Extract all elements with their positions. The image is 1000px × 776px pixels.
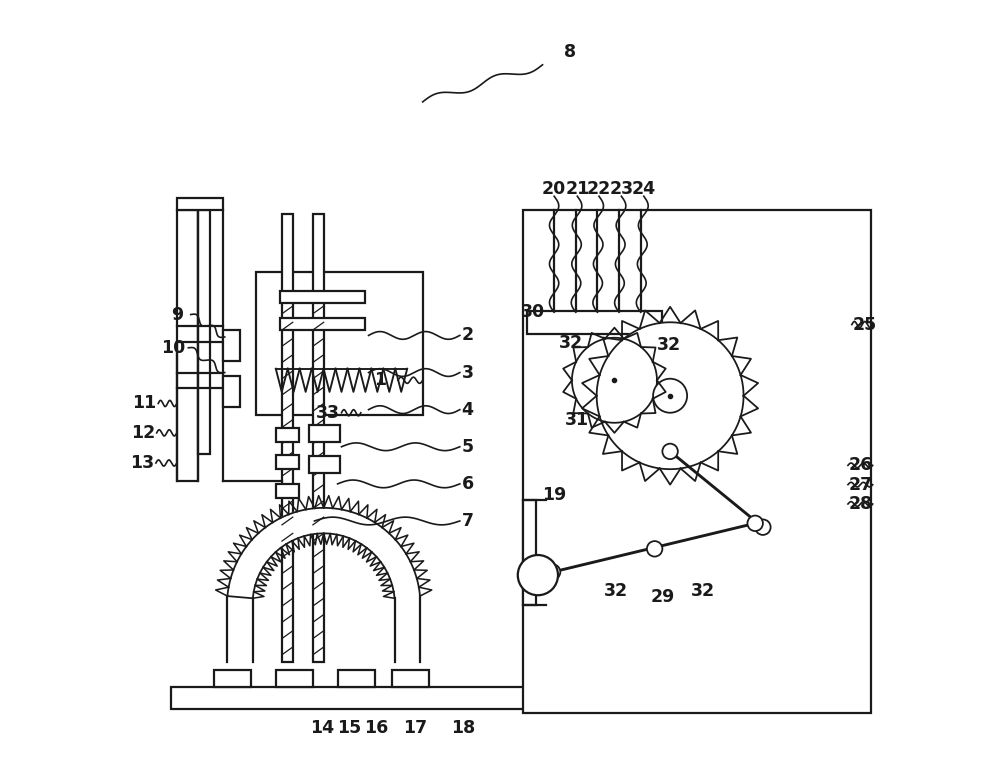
Text: 27: 27 [848,476,872,494]
Circle shape [653,379,687,413]
Text: 14: 14 [310,719,334,737]
Bar [309,425,340,442]
Circle shape [755,519,771,535]
Bar [523,210,871,712]
Bar [177,210,198,481]
Bar [276,456,299,469]
Bar [276,670,313,688]
Bar [338,670,375,688]
Bar [198,210,210,454]
Text: 25: 25 [853,316,877,334]
Text: 32: 32 [604,581,628,600]
Text: 13: 13 [130,454,154,472]
Text: 9: 9 [171,306,183,324]
Circle shape [747,515,763,531]
Text: 32: 32 [656,337,681,355]
Bar [392,670,429,688]
Text: 16: 16 [364,719,388,737]
Polygon shape [227,508,420,598]
Bar [223,376,240,407]
Bar [276,428,299,442]
Text: 30: 30 [520,303,545,321]
Bar [523,500,536,605]
Bar [256,272,423,415]
Text: 32: 32 [691,581,715,600]
Text: 6: 6 [461,475,474,493]
Text: 3: 3 [462,363,474,382]
Bar [280,317,365,330]
Circle shape [662,444,678,459]
Circle shape [545,564,560,580]
Text: 29: 29 [650,587,675,606]
Text: 33: 33 [316,404,340,421]
Text: 2: 2 [461,327,474,345]
Text: 19: 19 [542,486,566,504]
Text: 22: 22 [587,179,611,198]
Polygon shape [597,322,744,469]
Text: 12: 12 [131,424,155,442]
Circle shape [647,541,662,556]
Text: 7: 7 [462,512,474,530]
Circle shape [518,555,558,595]
Text: 32: 32 [559,334,583,352]
Bar [282,214,293,663]
Bar [527,310,662,334]
Text: 24: 24 [632,179,656,198]
Text: 31: 31 [565,411,589,429]
Text: 15: 15 [337,719,361,737]
Text: 20: 20 [542,179,566,198]
Bar [313,214,324,663]
Text: 11: 11 [132,394,156,413]
Text: 28: 28 [848,495,872,513]
Bar [309,456,340,473]
Bar [276,484,299,497]
Text: 18: 18 [451,719,475,737]
Text: 10: 10 [161,339,185,357]
Text: 17: 17 [403,719,427,737]
Text: 21: 21 [565,179,589,198]
Text: 5: 5 [461,438,474,456]
Text: 4: 4 [462,400,474,418]
Polygon shape [572,338,657,423]
Text: 8: 8 [564,43,576,61]
Bar [214,670,251,688]
Text: 23: 23 [609,179,633,198]
Text: 26: 26 [848,456,872,474]
Bar [177,198,223,210]
Bar [280,290,365,303]
Bar [171,688,566,709]
Text: 1: 1 [374,371,386,390]
Bar [223,330,240,361]
